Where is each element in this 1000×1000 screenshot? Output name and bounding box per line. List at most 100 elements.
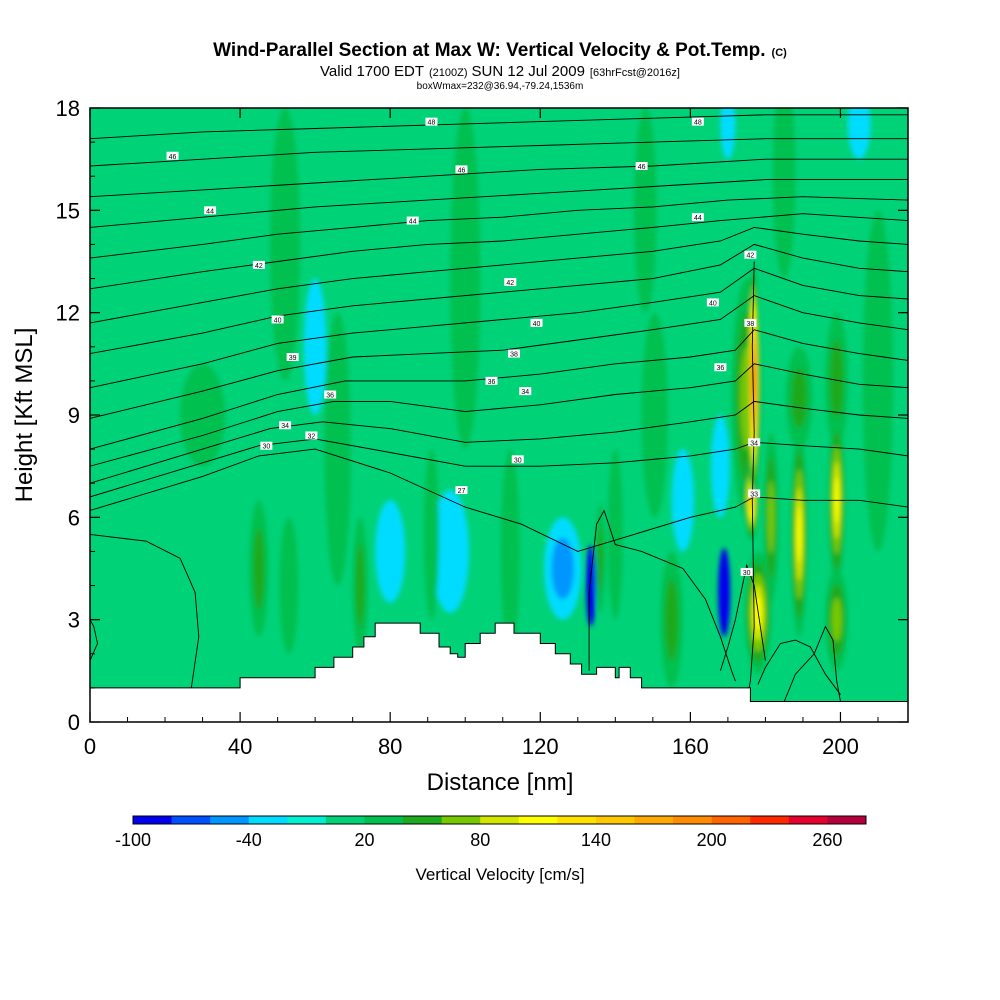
contour-label: 36 (716, 365, 724, 372)
y-tick-label: 12 (56, 301, 80, 326)
contour-label-box (530, 318, 543, 327)
contour-label: 34 (750, 440, 758, 447)
y-axis-label: Height [Kft MSL] (11, 328, 38, 503)
y-tick-label: 6 (68, 505, 80, 530)
colorbar-tick-label: -100 (115, 830, 151, 850)
contour-label: 32 (307, 433, 315, 440)
contour-label-box (252, 260, 265, 269)
colorbar-swatch (557, 816, 597, 824)
contour-label-box (324, 390, 337, 399)
contour-line (746, 261, 755, 702)
contour-label-box (279, 421, 292, 430)
colorbar-swatch (595, 816, 636, 824)
velocity-cell (664, 578, 679, 661)
contour-label-box (166, 151, 179, 160)
contour-label: 42 (255, 263, 263, 270)
colorbar-tick-label: -40 (236, 830, 262, 850)
contour-label: 44 (409, 219, 417, 226)
velocity-cell (270, 108, 301, 381)
colorbar-swatch (441, 816, 481, 824)
contour-label: 27 (458, 488, 466, 495)
velocity-cell (711, 415, 730, 518)
y-tick-label: 9 (68, 403, 80, 428)
x-axis-label: Distance [nm] (427, 769, 574, 796)
contour-label: 40 (274, 317, 282, 324)
contour-label-box (406, 216, 419, 225)
velocity-cell (671, 449, 695, 552)
contour-line (757, 639, 841, 695)
velocity-cell (722, 580, 726, 605)
colorbar-tick-label: 20 (354, 830, 374, 850)
colorbar-swatch (788, 816, 828, 824)
colorbar-swatch (364, 816, 404, 824)
isentrope-line (90, 114, 908, 140)
colorbar-label: Vertical Velocity [cm/s] (415, 865, 584, 884)
contour-line (783, 625, 841, 702)
terrain (89, 622, 909, 723)
isentrope-line (90, 196, 908, 259)
colorbar-tick-label: 80 (470, 830, 490, 850)
isentrope-line (90, 226, 908, 324)
contour-label: 30 (262, 444, 270, 451)
contour-label: 42 (747, 253, 755, 260)
contour-label-box (260, 441, 273, 450)
colorbar-tick-label: 260 (812, 830, 842, 850)
colorbar-swatch (673, 816, 713, 824)
velocity-cell (796, 506, 802, 563)
contour-label: 36 (326, 393, 334, 400)
colorbar-swatch (827, 816, 867, 824)
contour-label: 30 (514, 457, 522, 464)
contour-label-box (748, 438, 761, 447)
contour-label-box (744, 250, 757, 259)
plot-background (90, 108, 908, 722)
velocity-cell (500, 449, 520, 654)
velocity-cell (720, 108, 736, 160)
contour-label: 46 (638, 164, 646, 171)
velocity-cell (641, 312, 668, 518)
contour-label: 33 (750, 491, 758, 498)
contour-label-box (455, 486, 468, 495)
contour-label: 34 (281, 423, 289, 430)
contour-label: 46 (458, 167, 466, 174)
velocity-cell (375, 500, 406, 603)
contour-label-box (714, 363, 727, 372)
contour-line (90, 533, 200, 688)
velocity-cell (589, 571, 593, 600)
contour-label-box (305, 431, 318, 440)
contour-label: 36 (488, 379, 496, 386)
potential-temperature-contours (90, 114, 908, 702)
colorbar-swatch (210, 816, 250, 824)
velocity-cell (279, 517, 299, 654)
contour-label: 34 (521, 389, 529, 396)
velocity-cell (862, 210, 893, 552)
colorbar-swatch (133, 816, 173, 824)
contour-label-box (508, 349, 521, 358)
contour-label-box (740, 567, 753, 576)
isentrope-line (90, 448, 908, 552)
velocity-cell (253, 527, 265, 610)
contour-label: 38 (510, 352, 518, 359)
x-tick-label: 40 (228, 734, 252, 759)
contour-label-box (286, 353, 299, 362)
colorbar-swatch (711, 816, 751, 824)
isentrope-line (90, 400, 908, 484)
isentrope-line (90, 267, 908, 389)
contour-label: 48 (694, 120, 702, 127)
contour-label-box (425, 117, 438, 126)
velocity-cell (791, 367, 808, 429)
velocity-cell (355, 544, 365, 627)
y-tick-label: 3 (68, 608, 80, 633)
colorbar-frame (132, 815, 867, 825)
velocity-cell (597, 525, 604, 592)
velocity-cell (847, 108, 871, 160)
contour-label: 40 (709, 300, 717, 307)
contour-label-box (706, 298, 719, 307)
isentrope-line (90, 138, 908, 167)
y-tick-label: 0 (68, 710, 80, 735)
contour-label-box (204, 206, 217, 215)
contour-label: 46 (169, 154, 177, 161)
contour-line (719, 563, 766, 671)
velocity-cell (634, 108, 657, 313)
